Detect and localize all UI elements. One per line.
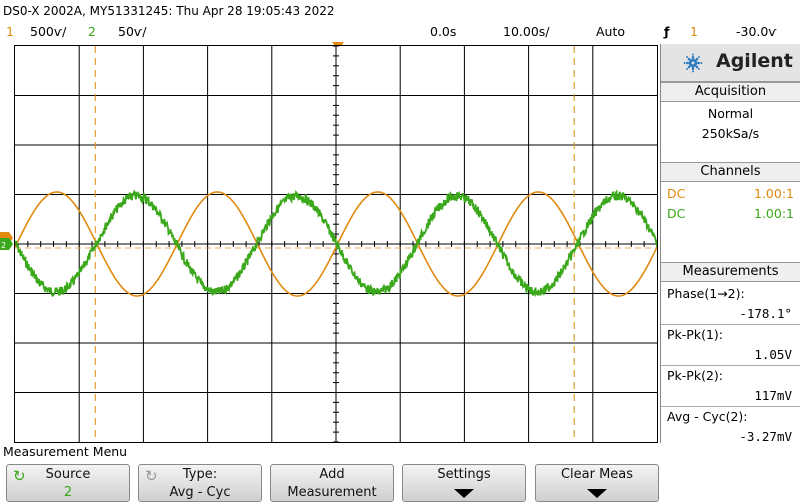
channels-section: Channels DC 1.00:1 DC 1.00:1 [661,162,800,268]
ch2-ground-marker [0,238,13,250]
trigger-source[interactable]: 1 [690,24,698,39]
source-label: Source [45,467,91,482]
add-label-line-2: Measurement [287,485,377,500]
clear-meas-softkey[interactable]: Clear Meas [535,464,659,502]
ch1-trace [15,191,657,297]
waveform-display[interactable] [14,45,658,443]
measurement-4-value: -3.27mV [739,429,792,444]
trigger-level[interactable]: -30.0ѵ [736,24,777,39]
measurement-1-value: -178.1° [739,306,792,321]
ch1-coupling: DC [667,186,686,201]
acquisition-mode: Normal [707,106,754,121]
ch2-trace [15,189,657,298]
measurements-section: Measurements Phase(1→2): -178.1° Pk-Pk(1… [661,262,800,446]
acquisition-section: Acquisition Normal 250kSa/s [661,82,800,168]
side-panel: Agilent Acquisition Normal 250kSa/s Chan… [660,44,800,446]
settings-label: Settings [437,467,491,482]
timebase-scale[interactable]: 10.00ѕ/ [503,24,550,39]
ch1-indicator[interactable]: 1 [6,24,14,39]
ch1-scale[interactable]: 500ѵ/ [30,24,67,39]
waveform-graticule [15,46,657,442]
acquisition-header: Acquisition [661,82,800,102]
submenu-arrow-icon [587,489,607,498]
trigger-mode[interactable]: Auto [596,24,626,39]
sample-rate: 250kSa/s [701,126,760,141]
submenu-arrow-icon [454,489,474,498]
ch2-indicator[interactable]: 2 [88,24,96,39]
measurement-4-label: Avg - Cyc(2): [667,409,748,424]
channel-1-row: DC 1.00:1 [661,184,800,204]
svg-text:2: 2 [1,241,6,250]
menu-title: Measurement Menu [3,444,128,459]
softkey-bar: Measurement Menu ↻ Source 2 ↻ Type: Avg … [0,443,800,503]
ch2-probe: 1.00:1 [754,206,794,221]
time-delay[interactable]: 0.0s [430,24,457,39]
ch1-probe: 1.00:1 [754,186,794,201]
measurement-3-value: 117mV [754,388,792,403]
ch2-coupling: DC [667,206,686,221]
measurement-2-value: 1.05V [754,347,792,362]
type-value: Avg - Cyc [169,485,231,500]
brand-name: Agilent [716,50,793,72]
ch2-scale[interactable]: 50ѵ/ [118,24,147,39]
window-title: DS0-X 2002A, MY51331245: Thu Apr 28 19:0… [3,4,335,18]
add-measurement-softkey[interactable]: Add Measurement [270,464,394,502]
measurement-1-label: Phase(1→2): [667,286,745,301]
channels-header: Channels [661,162,800,182]
measurement-2-label: Pk-Pk(1): [667,327,723,342]
channel-2-row: DC 1.00:1 [661,204,800,224]
agilent-spark-icon [683,53,703,73]
rotate-knob-icon: ↻ [13,467,26,485]
source-softkey[interactable]: ↻ Source 2 [6,464,130,502]
measurements-header: Measurements [661,262,800,282]
trigger-slope-icon: ƒ [664,24,670,39]
brand-header: Agilent [661,44,800,82]
type-softkey[interactable]: ↻ Type: Avg - Cyc [138,464,262,502]
clear-meas-label: Clear Meas [560,467,634,482]
status-bar: 1 500ѵ/ 2 50ѵ/ 0.0s 10.00ѕ/ Auto ƒ 1 -30… [0,22,800,42]
source-value: 2 [63,485,73,500]
rotate-knob-icon: ↻ [145,467,158,485]
type-label: Type: [182,467,218,482]
settings-softkey[interactable]: Settings [402,464,526,502]
channel-ground-markers[interactable]: 2 [0,230,14,256]
add-label-line-1: Add [319,467,345,482]
measurement-3-label: Pk-Pk(2): [667,368,723,383]
